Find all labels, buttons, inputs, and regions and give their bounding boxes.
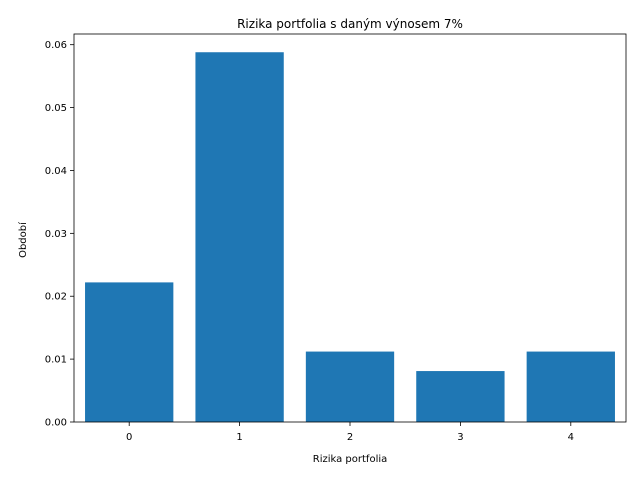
y-tick-label-6: 0.06	[45, 40, 67, 51]
x-tick-label-4: 4	[568, 432, 574, 443]
y-tick-label-1: 0.01	[45, 355, 67, 366]
y-tick-label-2: 0.02	[45, 292, 67, 303]
y-tick-label-4: 0.04	[45, 166, 67, 177]
bar-2	[305, 351, 395, 422]
x-tick-label-2: 2	[347, 432, 353, 443]
bar-0	[85, 282, 174, 422]
y-axis-label: Období	[17, 221, 29, 258]
bar-1	[195, 52, 284, 422]
x-tick-label-1: 1	[236, 432, 242, 443]
y-tick-label-5: 0.05	[45, 103, 67, 114]
x-tick-label-0: 0	[126, 432, 132, 443]
bar-3	[416, 371, 505, 422]
bar-4	[526, 351, 615, 422]
plot-area: 0 1 2 3 4 0.00 0.01 0.02 0.03 0.04 0.05 0.06	[45, 33, 627, 443]
y-tick-label-0: 0.00	[45, 418, 67, 429]
chart-title: Rizika portfolia s daným výnosem 7%	[237, 17, 463, 31]
x-axis-label: Rizika portfolia	[313, 454, 388, 465]
x-tick-label-3: 3	[457, 432, 463, 443]
y-tick-label-3: 0.03	[45, 229, 67, 240]
